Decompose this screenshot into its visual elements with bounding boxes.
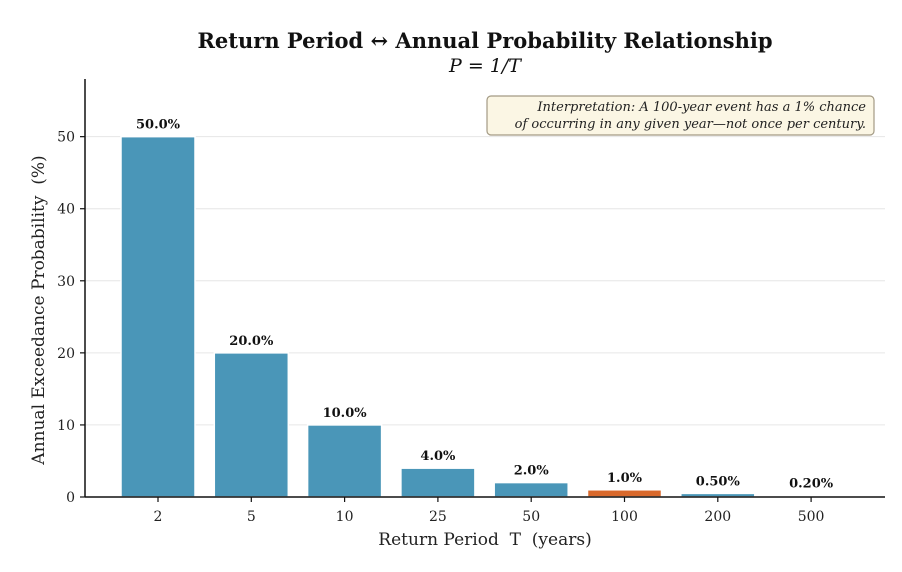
- data-label-50: 2.0%: [514, 464, 550, 479]
- data-label-2: 50.0%: [136, 118, 181, 133]
- annotation-line-2: of occurring in any given year—not once …: [515, 117, 866, 132]
- bar-5: [213, 352, 290, 498]
- chart-subtitle: P = 1/T: [448, 55, 522, 77]
- y-axis-ticks: 0 10 20 30 40 50: [57, 130, 85, 506]
- bar-25: [400, 467, 476, 498]
- x-axis-ticks: 2 5 10 25 50 100 200 500: [154, 497, 825, 525]
- annotation-background: [486, 95, 875, 136]
- data-label-200: 0.50%: [696, 474, 741, 489]
- data-labels: 50.0% 20.0% 10.0% 4.0% 2.0% 1.0% 0.50% 0.20%: [136, 118, 834, 492]
- bar-2: [120, 135, 196, 498]
- y-tick-label: 0: [66, 490, 75, 506]
- data-label-500: 0.20%: [789, 477, 834, 492]
- gridlines: [85, 136, 885, 426]
- x-tick-label: 5: [247, 509, 256, 525]
- data-label-25: 4.0%: [420, 449, 456, 464]
- data-label-100: 1.0%: [607, 471, 643, 486]
- y-tick-label: 30: [57, 274, 75, 290]
- x-tick-label: 2: [154, 509, 163, 525]
- y-tick-label: 50: [57, 130, 75, 146]
- x-tick-label: 100: [611, 509, 638, 525]
- annotation-line-1: Interpretation: A 100-year event has a 1…: [536, 100, 866, 115]
- data-label-5: 20.0%: [229, 334, 274, 349]
- x-tick-label: 10: [336, 509, 354, 525]
- y-axis-label: Annual Exceedance Probability (%): [29, 155, 49, 465]
- x-tick-label: 50: [522, 509, 540, 525]
- annotation-box: Interpretation: A 100-year event has a 1…: [486, 95, 875, 136]
- x-tick-label: 500: [798, 509, 825, 525]
- x-tick-label: 25: [429, 509, 447, 525]
- bars: [120, 135, 849, 498]
- y-tick-label: 20: [57, 346, 75, 362]
- bar-50: [493, 481, 569, 498]
- chart-title: Return Period ↔ Annual Probability Relat…: [197, 28, 772, 53]
- bar-100: [586, 489, 663, 498]
- data-label-10: 10.0%: [323, 406, 368, 421]
- x-axis-label: Return Period T (years): [378, 530, 591, 550]
- x-tick-label: 200: [704, 509, 731, 525]
- y-tick-label: 10: [57, 418, 75, 434]
- bar-10: [306, 424, 383, 498]
- y-tick-label: 40: [57, 202, 75, 218]
